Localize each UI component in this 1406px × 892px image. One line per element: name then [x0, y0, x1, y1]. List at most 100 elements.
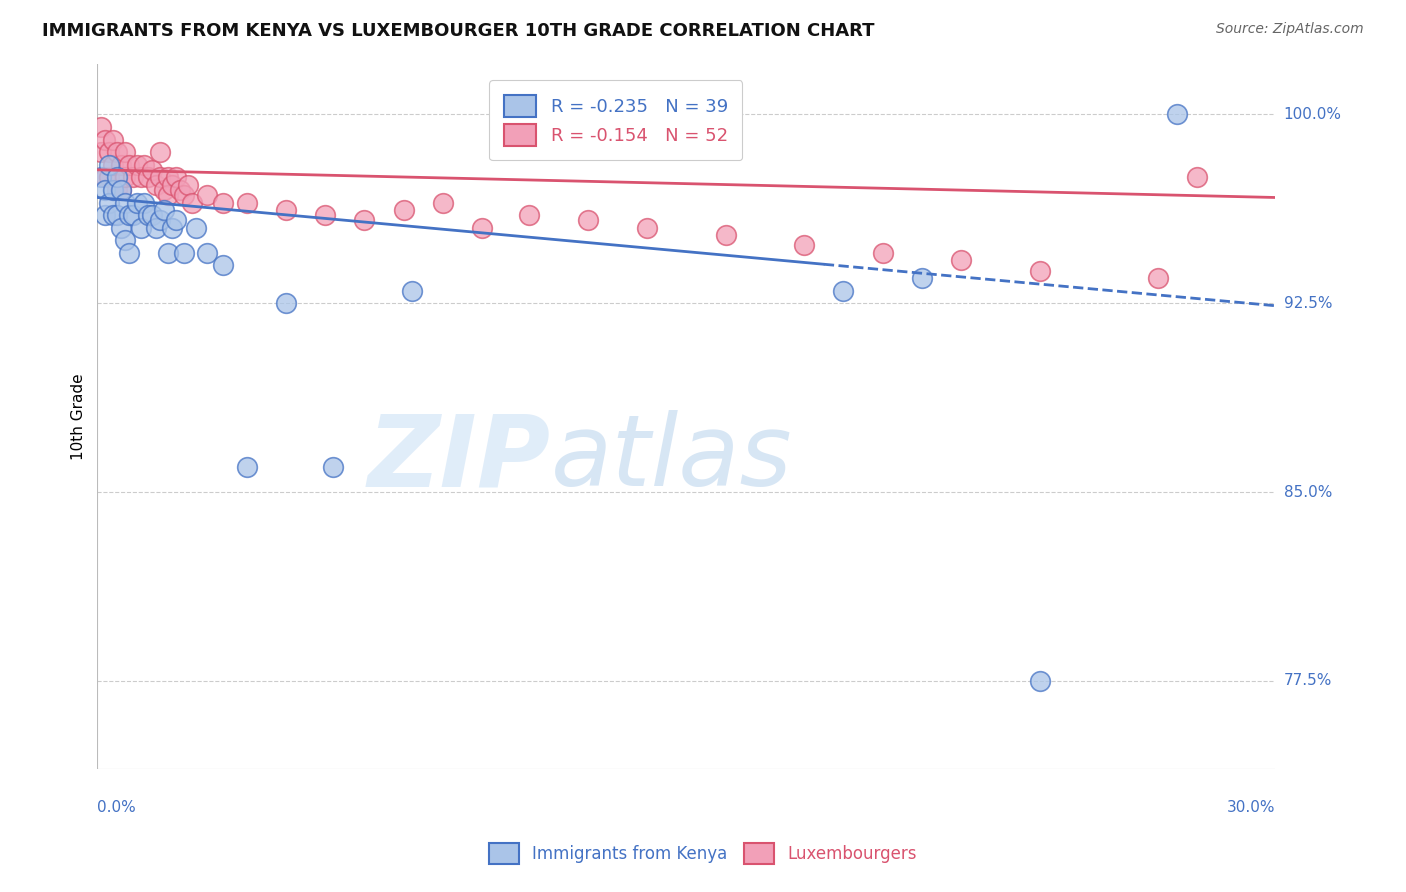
Point — [517, 208, 540, 222]
Point — [94, 170, 117, 185]
Point — [114, 170, 136, 185]
Point — [105, 170, 128, 185]
Point — [94, 132, 117, 146]
Point — [134, 158, 156, 172]
Point — [138, 208, 160, 222]
Point — [911, 271, 934, 285]
Point — [90, 120, 112, 134]
Text: atlas: atlas — [551, 410, 793, 508]
Y-axis label: 10th Grade: 10th Grade — [72, 373, 86, 460]
Point — [165, 213, 187, 227]
Point — [872, 246, 894, 260]
Point — [1029, 673, 1052, 688]
Point — [173, 246, 195, 260]
Point — [101, 132, 124, 146]
Point — [392, 203, 415, 218]
Point — [274, 296, 297, 310]
Point — [176, 178, 198, 192]
Point — [793, 238, 815, 252]
Text: 92.5%: 92.5% — [1284, 296, 1333, 310]
Point — [165, 170, 187, 185]
Text: 77.5%: 77.5% — [1284, 673, 1331, 689]
Point — [141, 162, 163, 177]
Point — [101, 158, 124, 172]
Point — [114, 233, 136, 247]
Point — [173, 188, 195, 202]
Point — [134, 195, 156, 210]
Point — [184, 220, 207, 235]
Point — [212, 259, 235, 273]
Point — [195, 246, 218, 260]
Text: 30.0%: 30.0% — [1227, 799, 1275, 814]
Text: Source: ZipAtlas.com: Source: ZipAtlas.com — [1216, 22, 1364, 37]
Point — [149, 170, 172, 185]
Point — [157, 246, 180, 260]
Point — [105, 183, 128, 197]
Point — [471, 220, 494, 235]
Point — [1185, 170, 1208, 185]
Point — [90, 145, 112, 160]
Point — [118, 208, 141, 222]
Point — [125, 158, 148, 172]
Point — [110, 158, 132, 172]
Point — [98, 145, 121, 160]
Point — [114, 195, 136, 210]
Point — [353, 213, 375, 227]
Point — [322, 459, 344, 474]
Point — [274, 203, 297, 218]
Point — [950, 253, 973, 268]
Point — [153, 183, 176, 197]
Point — [714, 228, 737, 243]
Point — [118, 158, 141, 172]
Point — [235, 195, 257, 210]
Point — [157, 170, 180, 185]
Point — [195, 188, 218, 202]
Legend: R = -0.235   N = 39, R = -0.154   N = 52: R = -0.235 N = 39, R = -0.154 N = 52 — [489, 80, 742, 161]
Point — [149, 145, 172, 160]
Point — [314, 208, 336, 222]
Point — [157, 188, 180, 202]
Point — [121, 208, 143, 222]
Point — [98, 170, 121, 185]
Point — [149, 213, 172, 227]
Point — [110, 220, 132, 235]
Point — [101, 183, 124, 197]
Point — [125, 195, 148, 210]
Point — [141, 208, 163, 222]
Point — [98, 195, 121, 210]
Point — [212, 195, 235, 210]
Point — [145, 220, 167, 235]
Point — [1146, 271, 1168, 285]
Point — [129, 170, 152, 185]
Point — [235, 459, 257, 474]
Point — [129, 220, 152, 235]
Point — [94, 183, 117, 197]
Point — [105, 145, 128, 160]
Point — [160, 178, 183, 192]
Point — [110, 183, 132, 197]
Point — [145, 178, 167, 192]
Point — [636, 220, 658, 235]
Point — [160, 220, 183, 235]
Point — [153, 203, 176, 218]
Point — [1166, 107, 1188, 121]
Point — [118, 246, 141, 260]
Text: ZIP: ZIP — [368, 410, 551, 508]
Point — [432, 195, 454, 210]
Text: IMMIGRANTS FROM KENYA VS LUXEMBOURGER 10TH GRADE CORRELATION CHART: IMMIGRANTS FROM KENYA VS LUXEMBOURGER 10… — [42, 22, 875, 40]
Point — [121, 170, 143, 185]
Point — [180, 195, 202, 210]
Point — [90, 170, 112, 185]
Point — [1029, 263, 1052, 277]
Point — [110, 183, 132, 197]
Text: 85.0%: 85.0% — [1284, 484, 1331, 500]
Point — [105, 208, 128, 222]
Text: 100.0%: 100.0% — [1284, 107, 1341, 122]
Legend: Immigrants from Kenya, Luxembourgers: Immigrants from Kenya, Luxembourgers — [482, 837, 924, 871]
Point — [576, 213, 599, 227]
Point — [114, 145, 136, 160]
Point — [101, 208, 124, 222]
Point — [169, 183, 191, 197]
Text: 0.0%: 0.0% — [97, 799, 136, 814]
Point — [94, 208, 117, 222]
